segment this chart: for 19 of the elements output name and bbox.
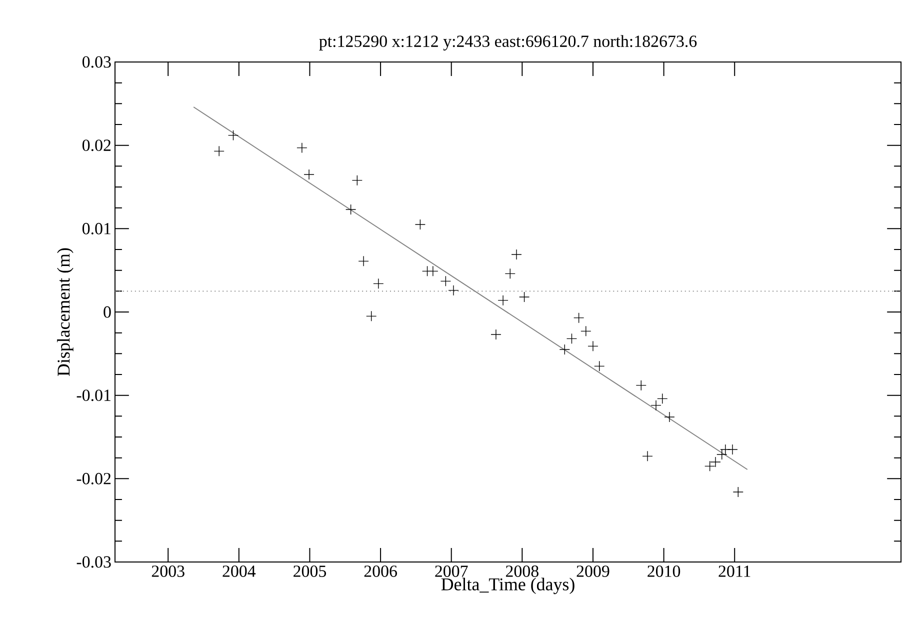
x-tick-label: 2006 [364, 566, 397, 577]
x-tick-label: 2004 [222, 566, 256, 577]
x-tick-label: 2007 [435, 566, 468, 577]
x-tick-label: 2011 [718, 566, 750, 577]
y-tick-label: 0.02 [82, 140, 111, 152]
y-axis-title: Displacement (m) [57, 248, 74, 376]
x-tick-label: 2009 [576, 566, 610, 577]
y-tick-label: 0 [104, 306, 111, 318]
y-tick-label: -0.02 [76, 472, 111, 484]
x-axis-title: Delta_Time (days) [441, 578, 574, 594]
chart-title: pt:125290 x:1212 y:2433 east:696120.7 north:182673.6 [319, 35, 697, 50]
x-tick-label: 2008 [506, 566, 538, 577]
y-tick-label: 0.01 [82, 222, 110, 234]
x-tick-label: 2005 [294, 566, 326, 577]
y-tick-label: -0.01 [76, 390, 110, 402]
y-tick-label: -0.03 [76, 556, 111, 568]
x-tick-label: 2010 [648, 566, 680, 577]
y-tick-label: 0.03 [82, 56, 111, 68]
x-tick-label: 2003 [152, 566, 184, 577]
